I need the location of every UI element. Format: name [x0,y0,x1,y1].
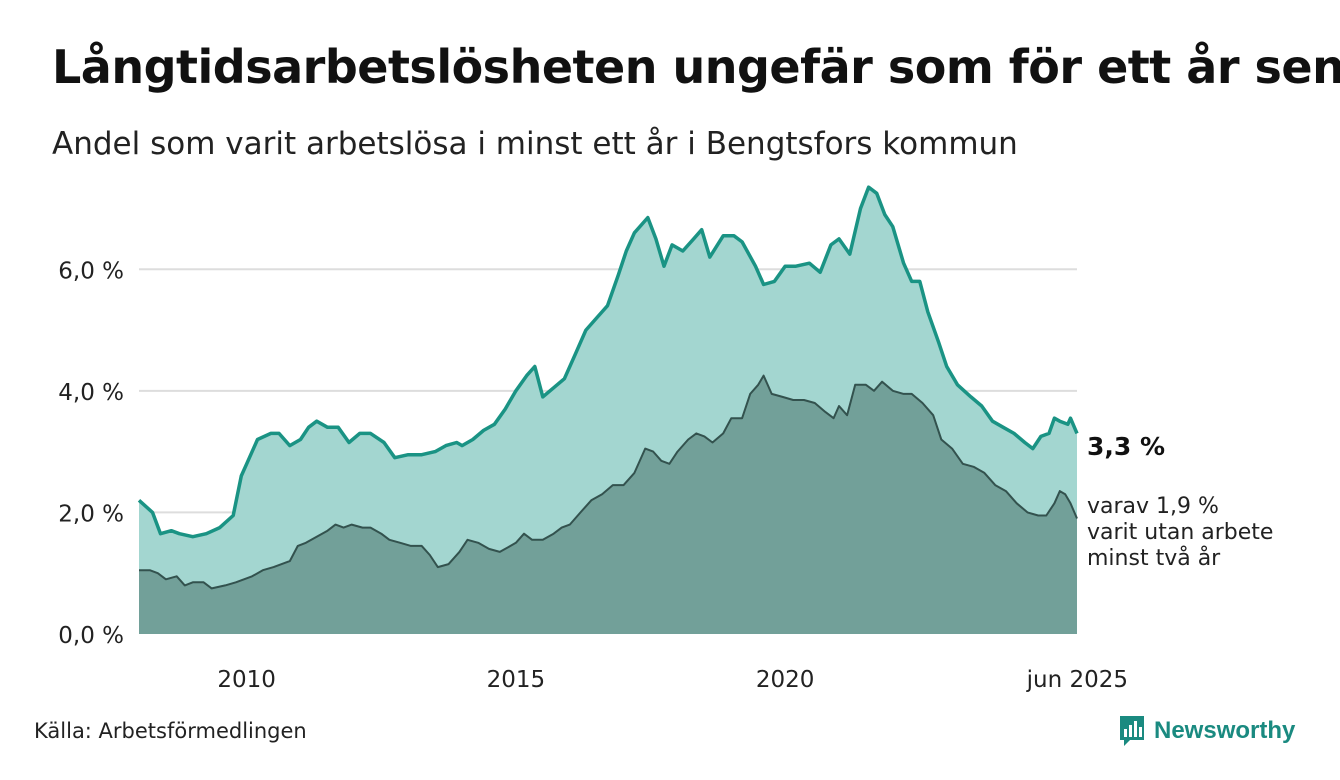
newsworthy-logo-icon [1120,716,1144,746]
source-note: Källa: Arbetsförmedlingen [34,719,307,743]
x-tick-label: 2020 [756,667,815,693]
sub-series-label: minst två år [1087,545,1221,571]
brand-name: Newsworthy [1154,717,1296,744]
y-tick-label: 6,0 % [58,258,124,284]
sub-series-label: varav 1,9 % [1087,494,1219,519]
series-area-minst_tva_ar [139,375,1077,634]
x-tick-label: jun 2025 [1026,667,1128,693]
y-tick-label: 0,0 % [58,623,124,649]
series-line-minst_tva_ar [139,374,1078,590]
y-tick-label: 4,0 % [58,380,124,406]
end-value-label: 3,3 % [1087,432,1165,461]
chart-title: Långtidsarbetslösheten ungefär som för e… [52,40,1340,94]
chart-subtitle: Andel som varit arbetslösa i minst ett å… [52,126,1018,162]
x-tick-label: 2015 [487,667,546,693]
sub-series-label: varit utan arbete [1087,520,1273,545]
y-tick-label: 2,0 % [58,501,124,527]
brand-logo[interactable]: Newsworthy [1118,714,1295,748]
series-line-minst_ett_ar [137,185,1079,539]
x-tick-label: 2010 [217,667,276,693]
